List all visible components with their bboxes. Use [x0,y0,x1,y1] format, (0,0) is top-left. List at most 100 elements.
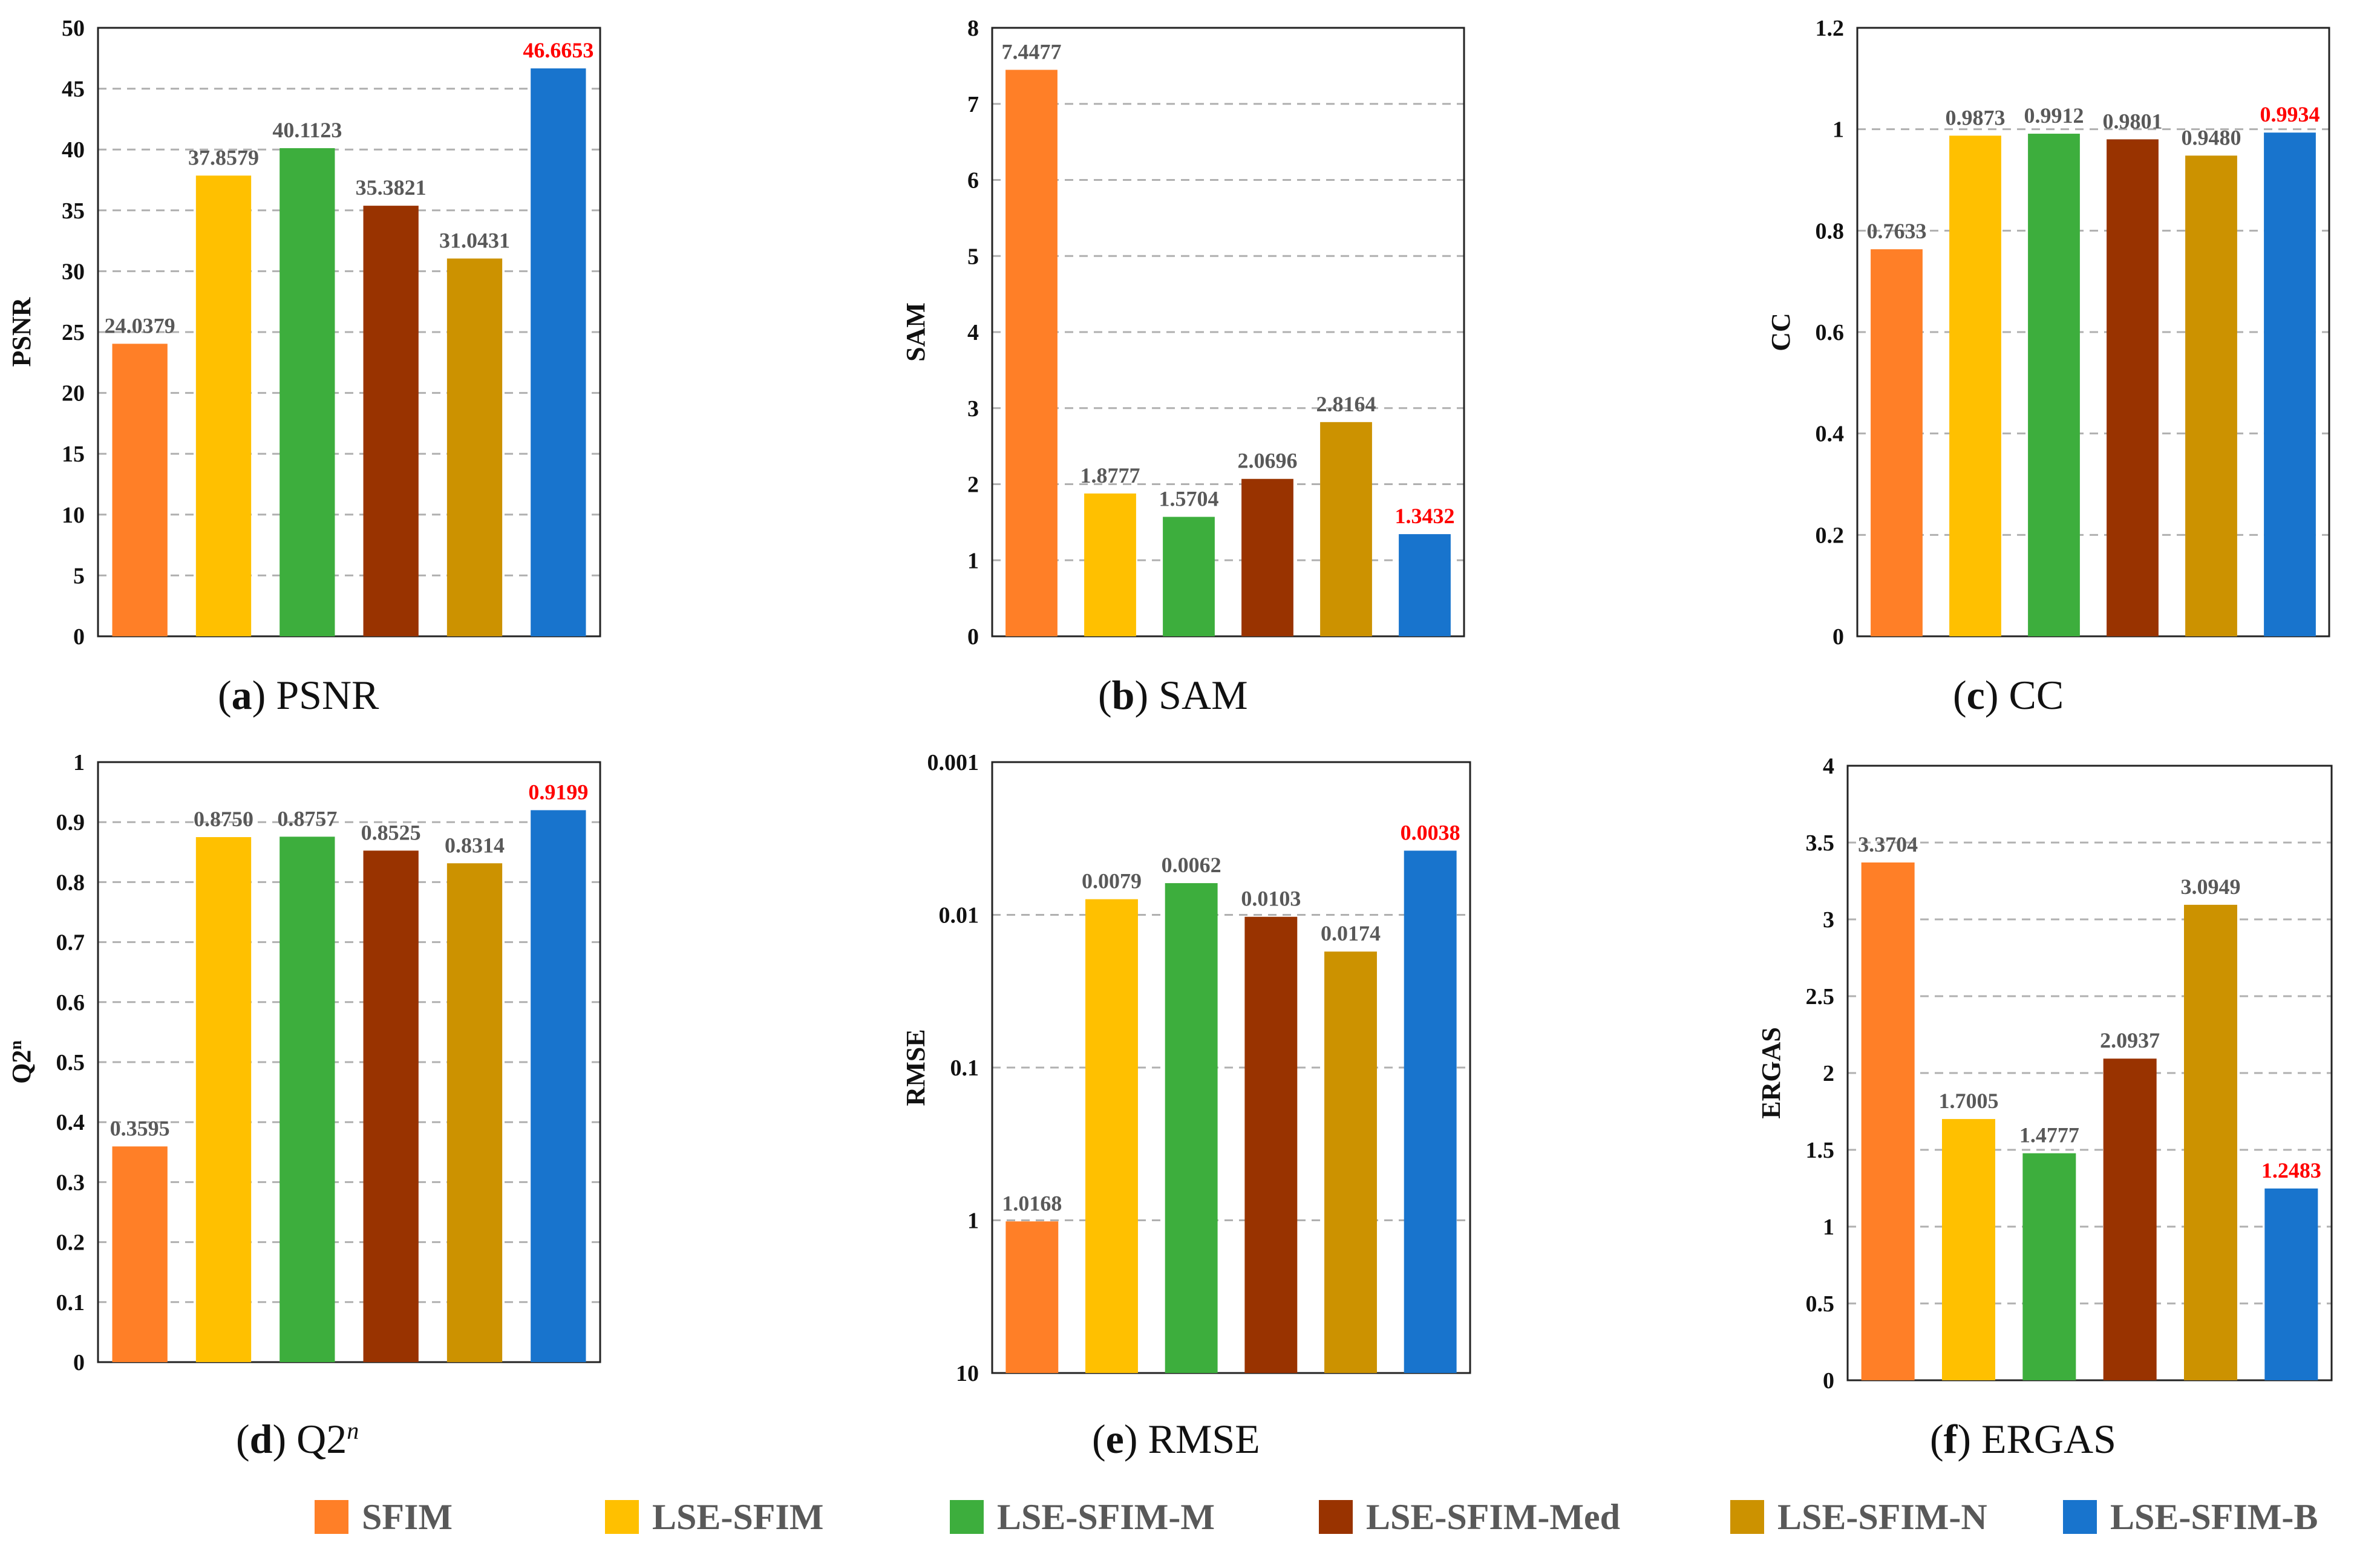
data-label: 1.7005 [1939,1089,1999,1113]
y-tick-label: 0 [1823,1368,1834,1394]
bar-sfim [1005,1221,1059,1373]
data-label: 24.0379 [105,313,175,338]
y-tick-label: 0.001 [927,750,979,775]
legend-label-lse-sfim-n: LSE-SFIM-N [1777,1496,1987,1537]
bar-lse-sfim-n [2184,904,2237,1380]
y-tick-label: 0.7 [56,930,85,956]
data-label: 0.8314 [445,833,505,857]
bar-lse-sfim-med [1241,478,1293,636]
data-label: 0.9934 [2260,102,2320,126]
y-tick-label: 0.5 [56,1050,85,1075]
data-label: 1.0168 [1002,1191,1062,1215]
data-label: 0.8750 [194,807,253,831]
y-tick-label: 0.9 [56,810,85,835]
bar-lse-sfim-med [363,206,419,636]
data-label: 0.0103 [1241,887,1301,911]
y-tick-label: 4 [1823,754,1834,779]
chart-cc: 0 0.2 0.4 0.6 0.8 1 1.2 CC 0.7633 0.9873 0.9912 0.9… [1766,16,2330,650]
caption-a-text: PSNR [276,672,379,718]
caption-a: (a) PSNR [218,672,379,718]
data-label: 2.8164 [1316,392,1376,416]
data-label: 0.9199 [528,780,588,804]
bar-lse-sfim-m [1165,883,1218,1373]
caption-c-text: CC [2009,672,2064,718]
y-tick-label: 5 [967,244,979,269]
data-label: 1.3432 [1395,504,1455,528]
bar-lse-sfim-m [2022,1153,2076,1380]
legend-swatch-lse-sfim-m [950,1500,984,1534]
bar-sfim [1005,70,1058,636]
y-tick-label: 4 [967,320,979,345]
y-tick-label: 2 [967,472,979,498]
bar-lse-sfim-n [1320,422,1372,636]
legend-swatch-lse-sfim-b [2063,1500,2097,1534]
plot-frame [1856,27,2330,638]
legend-swatch-sfim [315,1500,348,1534]
y-tick-label: 0.1 [950,1055,979,1081]
bar-lse-sfim-n [446,258,503,636]
data-label: 0.0079 [1082,869,1142,893]
bar-lse-sfim-med [2107,139,2159,637]
y-axis-label: PSNR [7,296,36,367]
data-label: 1.4777 [2019,1123,2079,1147]
data-label: 0.8757 [277,806,337,830]
legend-item-lse-sfim-b: LSE-SFIM-B [2063,1488,2318,1546]
caption-e: (e) RMSE [1092,1416,1260,1462]
y-tick-label: 0 [1832,624,1844,650]
y-tick-label: 3 [1823,907,1834,933]
chart-ergas: 0 0.5 1 1.5 2 2.5 3 3.5 4 ERGAS 3.3704 1.7005 1.4777… [1756,754,2333,1394]
legend-label-sfim: SFIM [362,1496,453,1537]
y-tick-label: 45 [62,77,85,102]
caption-b-letter: b [1111,672,1135,718]
y-tick-label: 10 [956,1361,979,1386]
bar-lse-sfim [1084,493,1136,636]
y-tick-label: 0 [967,624,979,650]
bar-lse-sfim-b [2264,1188,2318,1380]
y-tick-label: 3 [967,396,979,422]
bar-lse-sfim-med [363,850,419,1362]
plot-frame [97,27,601,638]
bar-lse-sfim-b [531,810,586,1362]
chart-psnr: 0 5 10 15 20 25 30 35 40 45 50 PSNR 24.0379 37.8579 40… [7,16,601,650]
data-label: 1.2483 [2261,1158,2321,1182]
y-tick-label: 35 [62,198,85,224]
plot-frame [991,761,1471,1374]
y-tick-label: 2.5 [1806,984,1835,1009]
legend-label-lse-sfim: LSE-SFIM [652,1496,824,1537]
data-label: 7.4477 [1002,39,1062,64]
caption-b: (b) SAM [1098,672,1248,718]
y-tick-label: 0.3 [56,1170,85,1195]
caption-b-text: SAM [1159,672,1248,718]
y-tick-label: 2 [1823,1061,1834,1086]
data-label: 1.8777 [1080,463,1140,488]
bar-sfim [1871,249,1923,636]
chart-rmse: 10 1 0.1 0.01 0.001 RMSE 1.0168 0.0079 0.0062 0.0… [901,750,1471,1386]
y-tick-label: 1 [967,548,979,573]
y-tick-label: 1.5 [1806,1138,1835,1163]
chart-q2n: 0 0.1 0.2 0.3 0.4 0.5 0.6 0.7 0.8 0.9 1 Q2n 0.3595 0.… [7,750,601,1375]
bar-lse-sfim-n [1324,951,1377,1373]
data-label: 0.3595 [110,1116,170,1140]
data-label: 3.0949 [2181,875,2241,899]
legend-swatch-lse-sfim-med [1319,1500,1353,1534]
bar-lse-sfim-m [2028,134,2080,636]
bar-lse-sfim [1085,899,1138,1373]
bar-sfim [112,1146,168,1362]
caption-d: (d) Q2n [236,1416,359,1462]
y-tick-label: 0.2 [56,1230,85,1256]
y-tick-label: 10 [62,503,85,528]
y-tick-label: 1 [1823,1215,1834,1240]
caption-f-text: ERGAS [1981,1416,2116,1462]
caption-d-letter: d [249,1416,273,1462]
y-axis-label: CC [1766,313,1796,351]
data-label: 0.7633 [1867,219,1927,243]
data-label: 35.3821 [356,175,427,200]
plot-frame [1846,765,2333,1381]
caption-d-text: Q2 [296,1416,347,1462]
legend-label-lse-sfim-med: LSE-SFIM-Med [1366,1496,1620,1537]
y-tick-label: 40 [62,137,85,163]
legend-item-lse-sfim-med: LSE-SFIM-Med [1319,1488,1620,1546]
data-label: 0.9480 [2182,125,2241,149]
bar-sfim [1861,862,1915,1380]
y-tick-label: 0 [73,624,85,650]
